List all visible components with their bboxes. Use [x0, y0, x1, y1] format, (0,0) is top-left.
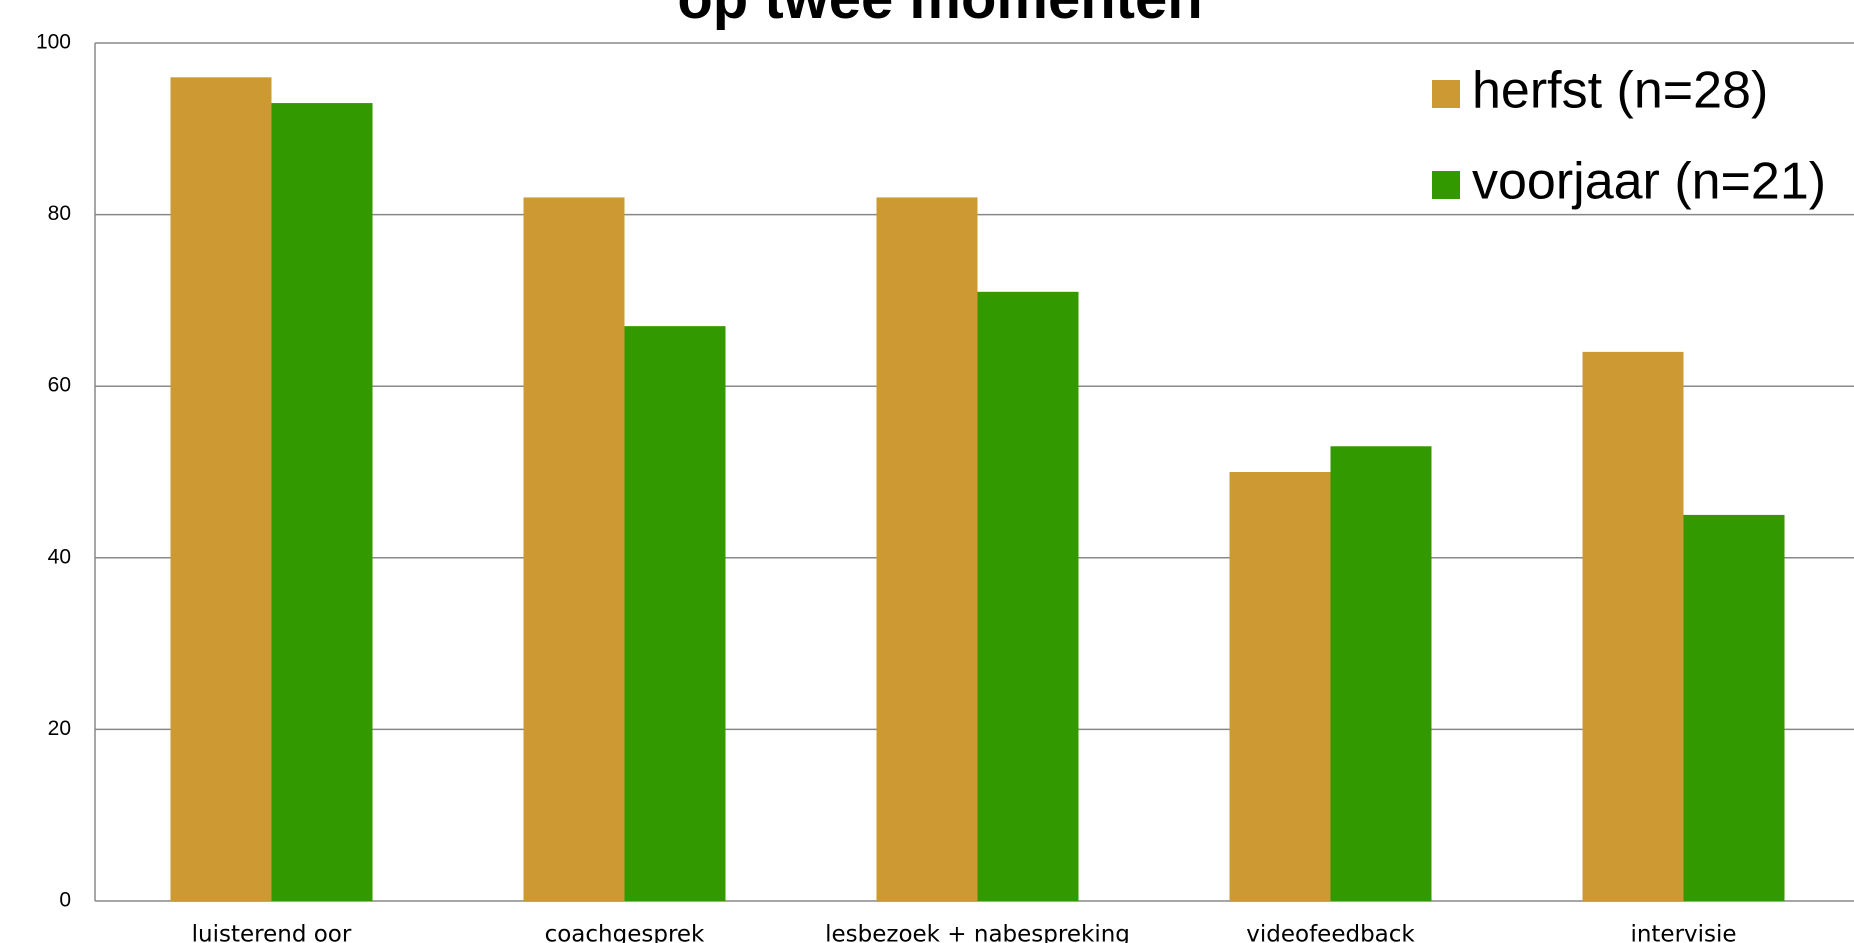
x-tick-label: coachgesprek: [545, 922, 705, 943]
bar: [1330, 446, 1432, 901]
y-tick-label: 100: [36, 31, 71, 54]
legend-swatch: [1432, 171, 1460, 199]
bar: [1582, 351, 1684, 901]
y-tick-label: 40: [48, 545, 71, 568]
chart-title: op twee momenten: [677, 0, 1202, 31]
bar: [170, 77, 272, 901]
bar: [271, 103, 373, 901]
x-tick-label: luisterend oor: [192, 922, 352, 943]
x-tick-label: intervisie: [1630, 922, 1736, 943]
bar: [876, 197, 978, 901]
y-tick-label: 20: [48, 717, 71, 740]
legend-label: herfst (n=28): [1472, 62, 1768, 120]
x-tick-label: videofeedback: [1246, 922, 1415, 943]
legend-label: voorjaar (n=21): [1472, 153, 1826, 211]
y-tick-label: 0: [59, 889, 71, 912]
bar: [977, 291, 1079, 901]
bar: [1683, 514, 1785, 901]
x-tick-label: lesbezoek + nabespreking: [825, 922, 1130, 943]
bar: [624, 326, 726, 901]
y-tick-label: 80: [48, 202, 71, 225]
y-tick-label: 60: [48, 374, 71, 397]
legend-swatch: [1432, 80, 1460, 108]
bar: [1229, 472, 1331, 901]
bar: [523, 197, 625, 901]
